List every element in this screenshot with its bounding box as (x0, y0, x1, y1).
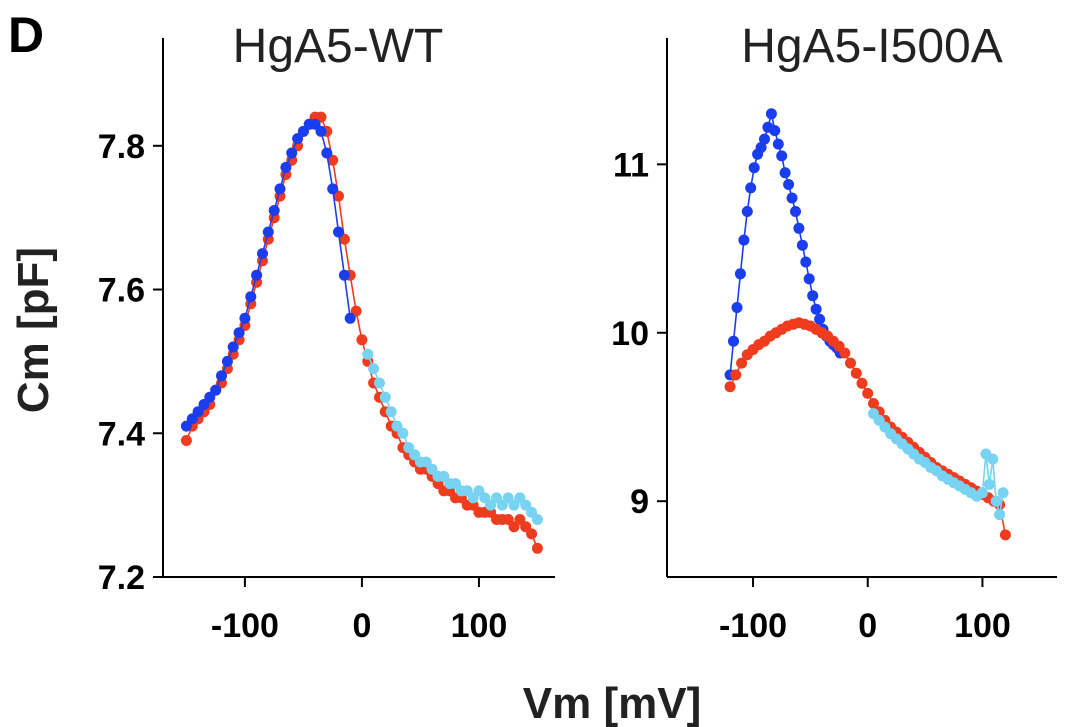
data-point-blue (274, 183, 286, 195)
data-point-blue (227, 341, 239, 353)
data-point-blue (807, 290, 819, 302)
y-tick-label-i500a: 11 (613, 146, 649, 184)
data-point-blue (790, 206, 801, 217)
series-line-red (729, 321, 1007, 536)
chart-panel-wt: HgA5-WT 7.2 7.4 7.6 7.8 -100 0 100 (98, 20, 555, 645)
data-point-blue (268, 205, 280, 216)
data-point-lightblue (362, 348, 374, 360)
data-point-blue (262, 226, 274, 238)
data-point-blue (251, 269, 263, 281)
data-point-blue (741, 206, 753, 217)
data-point-red (531, 542, 543, 554)
y-tick-label-wt: 7.4 (98, 415, 145, 453)
data-point-red (862, 387, 874, 399)
data-point-lightblue (368, 363, 380, 375)
data-point-blue (210, 384, 222, 396)
data-point-red (999, 529, 1011, 541)
data-point-blue (786, 192, 798, 204)
chart-title-i500a: HgA5-I500A (741, 20, 1003, 73)
series-blue-i500a (724, 108, 846, 381)
panel-letter: D (8, 7, 44, 63)
data-point-blue (731, 302, 743, 313)
data-point-blue (779, 167, 791, 179)
data-point-blue (796, 239, 808, 251)
data-point-lightblue (976, 487, 988, 499)
data-point-blue (734, 268, 746, 280)
x-tick-label-wt: 0 (352, 607, 371, 645)
data-point-red (850, 367, 862, 379)
x-tick-label-wt: -100 (211, 607, 279, 645)
data-point-blue (748, 162, 760, 174)
series-blue-wt (180, 118, 356, 432)
chart-panel-i500a: HgA5-I500A 9 10 11 -100 0 100 (611, 20, 1057, 645)
data-point-lightblue (385, 406, 397, 418)
data-point-blue (728, 335, 739, 347)
data-point-lightblue (397, 427, 409, 439)
data-point-blue (814, 313, 826, 325)
data-point-blue (783, 179, 795, 190)
data-point-blue (286, 147, 298, 159)
data-point-red (526, 528, 538, 540)
data-point-blue (344, 312, 356, 324)
data-point-blue (776, 150, 788, 162)
data-point-blue (765, 108, 777, 120)
data-point-blue (315, 125, 327, 137)
x-tick-label-wt: 100 (451, 607, 508, 645)
data-point-blue (803, 273, 815, 285)
data-point-blue (338, 269, 350, 281)
y-tick-label-i500a: 9 (630, 483, 649, 521)
data-point-red (180, 435, 192, 446)
series-red-i500a (724, 317, 1011, 541)
data-point-lightblue (379, 391, 391, 403)
data-point-lightblue (531, 514, 543, 525)
data-point-blue (738, 234, 750, 246)
data-point-blue (245, 291, 257, 303)
data-point-blue (280, 161, 292, 173)
data-point-blue (257, 248, 268, 260)
data-point-lightblue (987, 453, 999, 465)
data-point-blue (772, 138, 784, 150)
data-point-blue (769, 125, 781, 137)
chart-title-wt: HgA5-WT (233, 20, 444, 73)
data-point-red (724, 381, 736, 393)
data-point-blue (221, 355, 233, 367)
data-point-blue (333, 226, 344, 238)
series-lightblue-wt (362, 348, 543, 525)
data-point-lightblue (997, 487, 1009, 499)
data-point-blue (800, 256, 812, 268)
data-point-blue (327, 183, 339, 195)
data-point-blue (793, 222, 805, 234)
x-tick-label-i500a: 100 (954, 607, 1011, 645)
series-lightblue-i500a (868, 408, 1009, 521)
data-point-blue (755, 142, 767, 153)
x-axis-label: Vm [mV] (523, 679, 701, 727)
data-point-red (730, 369, 742, 381)
data-point-red (839, 347, 851, 359)
x-tick-label-i500a: -100 (719, 607, 787, 645)
data-point-blue (321, 147, 333, 159)
data-point-red (845, 357, 856, 369)
series-line-blue (185, 123, 351, 427)
y-tick-label-wt: 7.8 (98, 128, 145, 166)
data-point-blue (745, 182, 757, 194)
data-point-red (856, 377, 868, 389)
x-tick-label-i500a: 0 (858, 607, 877, 645)
data-point-red (356, 334, 368, 346)
data-point-lightblue (994, 509, 1006, 521)
data-point-red (736, 357, 748, 369)
data-point-blue (810, 303, 822, 315)
data-point-lightblue (990, 495, 1002, 507)
data-point-lightblue (374, 377, 385, 389)
data-point-red (868, 398, 879, 409)
y-tick-label-wt: 7.6 (98, 272, 145, 310)
data-point-lightblue (983, 478, 995, 490)
data-point-blue (216, 370, 227, 382)
data-point-blue (233, 327, 245, 339)
data-point-blue (239, 312, 251, 324)
y-tick-label-wt: 7.2 (98, 559, 145, 597)
y-tick-label-i500a: 10 (611, 315, 649, 353)
data-point-blue (759, 133, 770, 145)
y-axis-label: Cm [pF] (9, 247, 58, 413)
